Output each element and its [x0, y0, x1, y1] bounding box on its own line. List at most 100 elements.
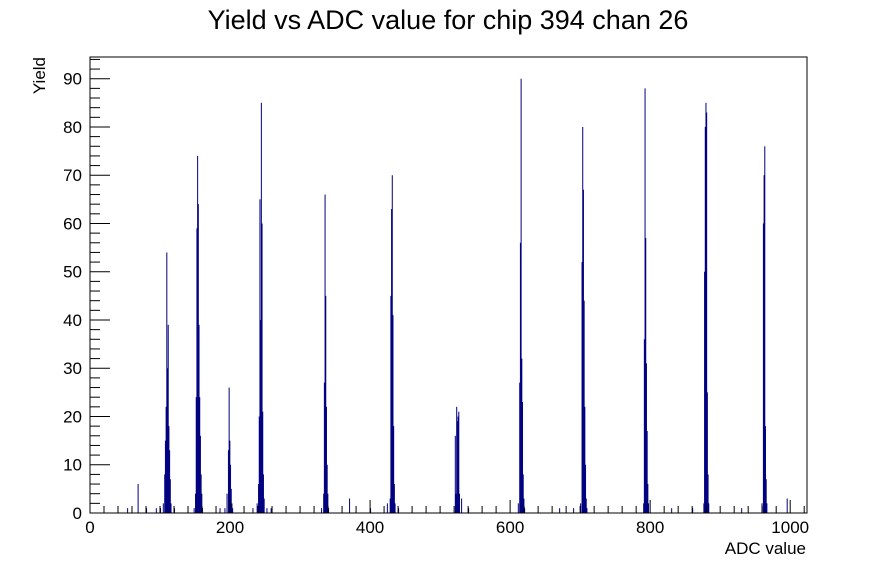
- histogram-bin: [586, 508, 588, 513]
- histogram-bin: [645, 237, 647, 513]
- histogram-bin: [201, 493, 203, 513]
- histogram-bin: [200, 474, 202, 513]
- histogram-bin: [325, 295, 327, 513]
- histogram-bin: [195, 397, 197, 513]
- histogram-bin: [389, 498, 391, 513]
- y-tick-label: 20: [63, 407, 82, 426]
- histogram-bin: [164, 440, 166, 513]
- histogram-bin: [398, 508, 400, 513]
- histogram-bin: [764, 426, 766, 513]
- histogram-bin: [741, 508, 743, 513]
- histogram-bin: [193, 508, 195, 513]
- chart-title: Yield vs ADC value for chip 394 chan 26: [208, 5, 689, 35]
- x-tick-label: 800: [636, 518, 664, 537]
- histogram-bin: [260, 102, 262, 513]
- histogram-bin: [155, 508, 157, 513]
- histogram-bin: [454, 435, 456, 513]
- histogram-bin: [456, 421, 458, 513]
- histogram-bin: [786, 498, 788, 513]
- histogram-bin: [523, 498, 525, 513]
- histogram-bin: [706, 112, 708, 514]
- histogram-bin: [266, 508, 268, 513]
- histogram-bin: [521, 358, 523, 513]
- y-tick-label: 30: [63, 359, 82, 378]
- y-tick-label: 60: [63, 214, 82, 233]
- y-tick-label: 0: [73, 504, 82, 523]
- histogram-bin: [219, 508, 221, 513]
- histogram-bin: [229, 440, 231, 513]
- y-tick-label: 10: [63, 456, 82, 475]
- histogram-bin: [228, 387, 230, 513]
- histogram-bin: [224, 508, 226, 513]
- histogram-bin: [582, 126, 584, 513]
- histogram-bin: [394, 503, 396, 513]
- histogram-bin: [584, 406, 586, 513]
- histogram-bin: [199, 435, 201, 513]
- histogram-bin: [692, 508, 694, 513]
- histogram-bin: [230, 464, 232, 513]
- histogram-bin: [323, 493, 325, 513]
- histogram-bin: [671, 508, 673, 513]
- histogram-bin: [196, 228, 198, 514]
- histogram-bin: [705, 102, 707, 513]
- histogram-bin: [166, 252, 168, 513]
- histogram-bin: [763, 175, 765, 513]
- histogram-bin: [198, 324, 200, 513]
- histogram-bin: [643, 339, 645, 513]
- histogram-bin: [259, 199, 261, 513]
- histogram-bin: [262, 411, 264, 513]
- histogram-bin: [127, 508, 129, 513]
- histogram-bin: [232, 508, 234, 513]
- histogram-bin: [393, 426, 395, 513]
- histogram-bin: [170, 503, 172, 513]
- histogram-bin: [260, 319, 262, 513]
- histogram-bin: [256, 503, 258, 513]
- x-tick-label: 600: [496, 518, 524, 537]
- histogram-bin: [169, 450, 171, 513]
- histogram-bin: [582, 189, 584, 513]
- histogram-bin: [519, 242, 521, 513]
- histogram-bin: [585, 464, 587, 513]
- histogram-bin: [643, 503, 645, 513]
- plot-frame: [89, 56, 808, 514]
- histogram-bin: [197, 204, 199, 514]
- histogram-bin: [703, 503, 705, 513]
- histogram-bin: [706, 392, 708, 513]
- histogram-bin: [559, 508, 561, 513]
- histogram-bin: [459, 493, 460, 513]
- histogram-bin: [391, 175, 393, 513]
- histogram-bin: [162, 503, 164, 513]
- histogram-bin: [146, 508, 148, 513]
- histogram-bin: [581, 262, 583, 513]
- histogram-bin: [370, 508, 372, 513]
- histogram-bin: [392, 315, 394, 513]
- histogram-bin: [762, 223, 764, 514]
- histogram-bin: [580, 503, 582, 513]
- histogram-bin: [324, 194, 326, 513]
- y-tick-label: 80: [63, 118, 82, 137]
- histogram-bin: [263, 498, 265, 513]
- histogram-bin: [585, 498, 587, 513]
- y-tick-label: 40: [63, 311, 82, 330]
- histogram-bin: [261, 223, 263, 514]
- histogram-bin: [461, 498, 463, 513]
- histogram-bin: [468, 508, 470, 513]
- x-tick-label: 400: [356, 518, 384, 537]
- histogram-bin: [230, 488, 232, 513]
- histogram-bin: [522, 474, 524, 513]
- histogram-bin: [258, 416, 260, 513]
- histogram-bin: [647, 484, 649, 513]
- histogram-bin: [390, 295, 392, 513]
- histogram-bin: [704, 126, 706, 513]
- histogram-bin: [644, 88, 646, 514]
- histogram-bin: [522, 402, 524, 513]
- histogram-bin: [349, 498, 351, 513]
- histogram-bin: [168, 426, 170, 513]
- histogram-bin: [231, 503, 233, 513]
- x-axis-label: ADC value: [725, 539, 806, 558]
- histogram-bin: [458, 411, 460, 513]
- y-tick-label: 70: [63, 166, 82, 185]
- histogram-bin: [199, 397, 201, 513]
- histogram-bin: [765, 479, 767, 513]
